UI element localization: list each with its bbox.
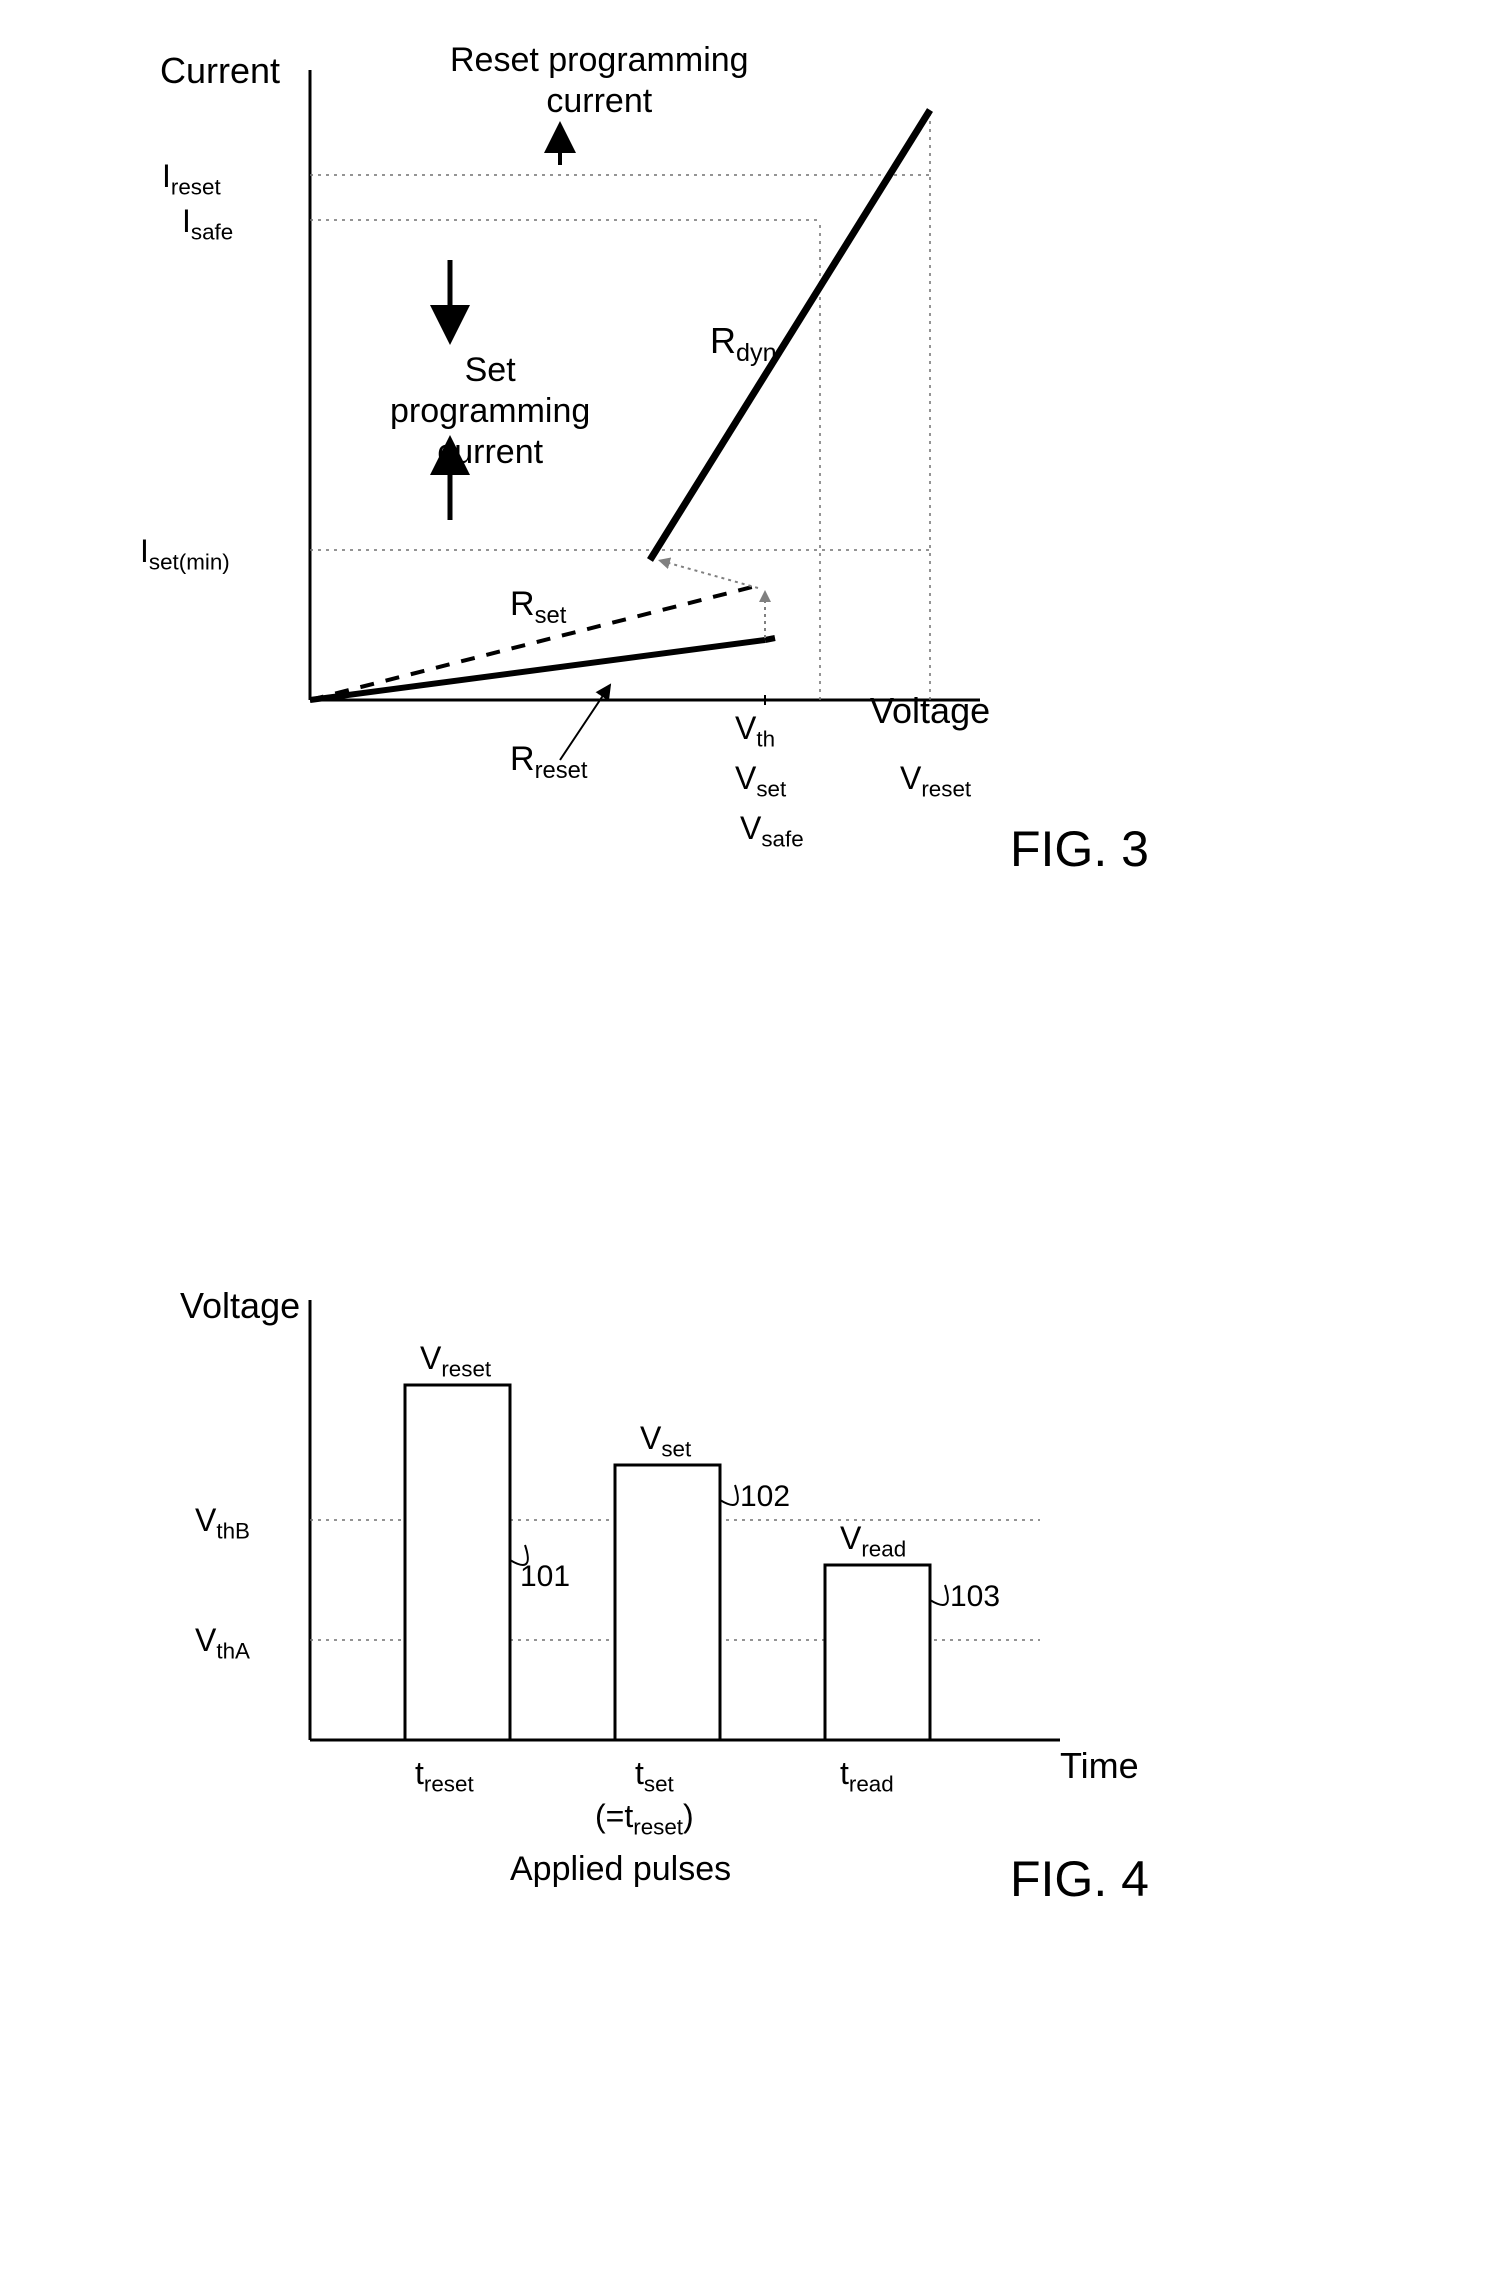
fig4-VthB-label: VthB	[195, 1502, 250, 1544]
figure-4: Voltage Time VthB VthA Vreset Vset Vread…	[140, 1240, 1240, 2020]
fig3-Isetmin-label: Iset(min)	[140, 533, 230, 575]
fig3-caption: FIG. 3	[1010, 820, 1149, 878]
fig3-reset-prog-label: Reset programming current	[450, 40, 749, 122]
fig3-Rreset-label: Rreset	[510, 740, 587, 785]
fig4-subtitle: Applied pulses	[510, 1850, 731, 1889]
fig4-ref-102: 102	[740, 1480, 790, 1514]
fig4-Vset-label: Vset	[640, 1420, 691, 1462]
fig4-tread-label: tread	[840, 1755, 894, 1797]
fig4-caption: FIG. 4	[1010, 1850, 1149, 1908]
fig3-Vsafe-label: Vsafe	[740, 810, 804, 852]
fig4-svg	[140, 1240, 1240, 1890]
fig3-Isafe-label: Isafe	[182, 203, 233, 245]
fig4-ref-101: 101	[520, 1560, 570, 1594]
fig3-Vreset-label: Vreset	[900, 760, 971, 802]
fig3-Vset-label: Vset	[735, 760, 786, 802]
figure-3: Current Voltage Reset programming curren…	[140, 40, 1240, 1120]
fig4-Vread-label: Vread	[840, 1520, 906, 1562]
fig4-Vreset-label: Vreset	[420, 1340, 491, 1382]
fig4-ylabel: Voltage	[180, 1285, 300, 1327]
fig4-treset-label: treset	[415, 1755, 474, 1797]
fig4-tset-note: (=treset)	[595, 1798, 694, 1840]
fig3-Ireset-label: Ireset	[162, 158, 221, 200]
fig3-ylabel: Current	[160, 50, 280, 92]
fig3-Rset-label: Rset	[510, 585, 566, 630]
fig4-ref-103: 103	[950, 1580, 1000, 1614]
fig4-VthA-label: VthA	[195, 1622, 250, 1664]
fig3-Rdyn-label: Rdyn	[710, 320, 777, 368]
fig4-tset-label: tset	[635, 1755, 674, 1797]
fig4-xlabel: Time	[1060, 1745, 1139, 1787]
fig3-Vth-label: Vth	[735, 710, 775, 752]
fig3-svg	[140, 40, 1240, 940]
fig3-xlabel: Voltage	[870, 690, 990, 732]
fig3-set-prog-label: Set programming current	[390, 350, 590, 472]
